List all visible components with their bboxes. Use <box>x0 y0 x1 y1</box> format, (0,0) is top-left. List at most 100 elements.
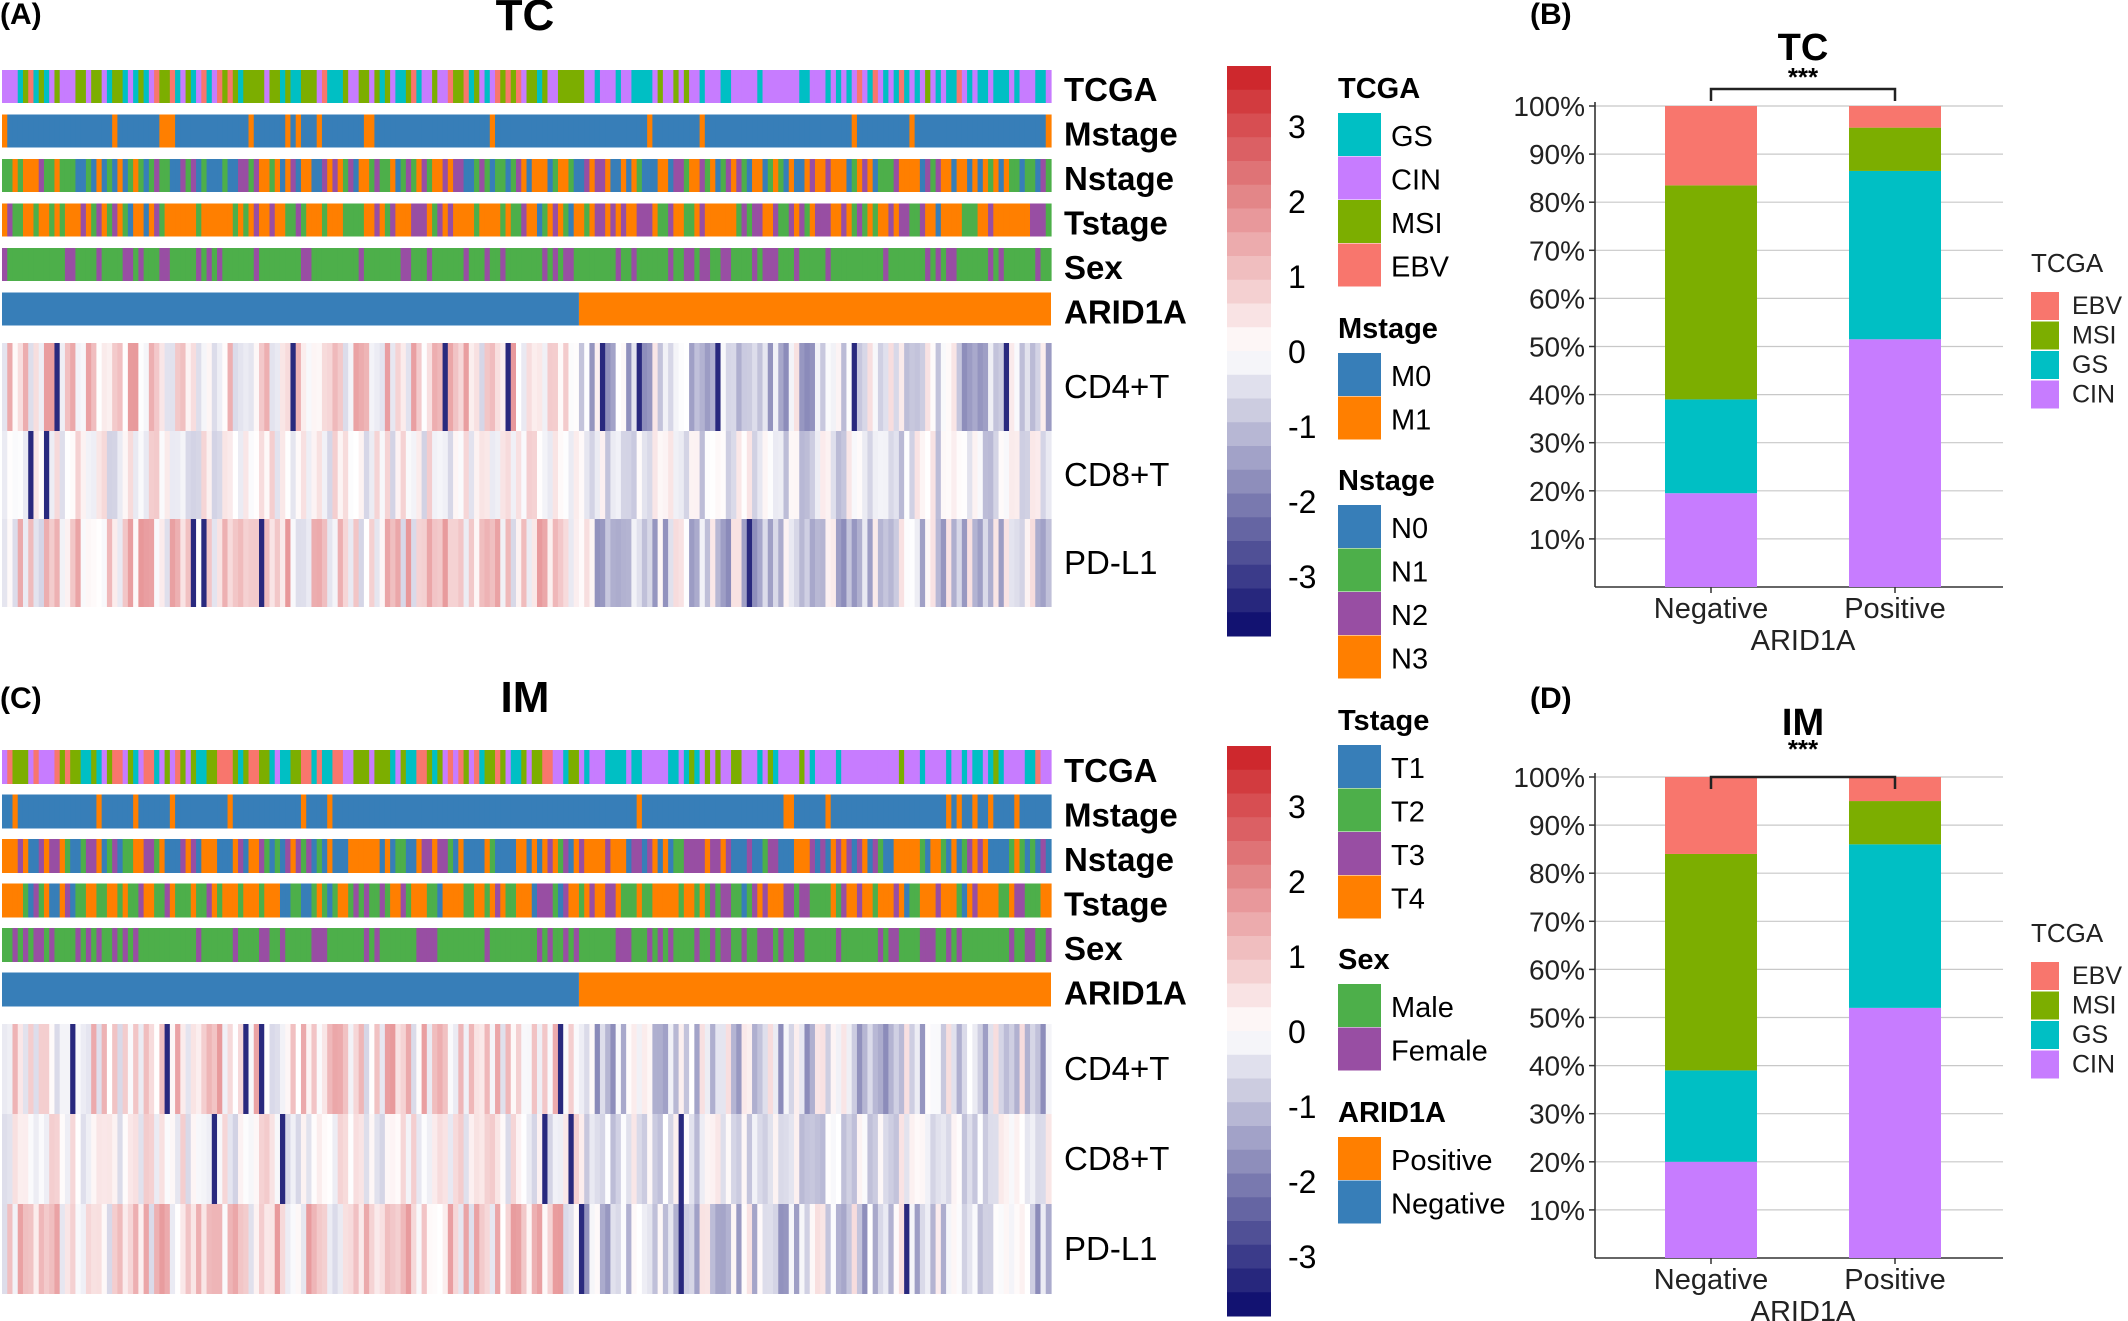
annotation-cell <box>238 114 244 148</box>
annotation-cell <box>7 70 14 103</box>
annotation-cell <box>620 248 627 281</box>
heatmap-cell <box>232 519 239 607</box>
heatmap-cell <box>1009 1114 1015 1204</box>
annotation-cell <box>877 794 884 829</box>
heatmap-cell <box>416 1114 423 1204</box>
heatmap-cell <box>547 519 554 607</box>
heatmap-cell <box>1030 1114 1036 1204</box>
annotation-cell <box>96 159 103 192</box>
annotation-cell <box>898 883 905 918</box>
heatmap-cell <box>463 343 470 431</box>
annotation-cell <box>253 248 260 281</box>
annotation-cell <box>773 248 779 281</box>
annotation-cell <box>185 839 192 873</box>
annotation-cell <box>143 248 150 281</box>
annotation-cell <box>925 883 931 918</box>
annotation-cell <box>720 203 727 237</box>
annotation-label: Mstage <box>1064 797 1178 834</box>
heatmap-cell <box>33 519 40 607</box>
annotation-cell <box>442 794 449 829</box>
heatmap-cell <box>143 431 150 519</box>
colorbar-step <box>1227 113 1271 138</box>
annotation-cell <box>946 750 952 784</box>
heatmap-cell <box>96 1024 103 1114</box>
heatmap-cell <box>175 1114 181 1204</box>
heatmap-cell <box>269 431 276 519</box>
heatmap-cell <box>715 1114 722 1204</box>
annotation-cell <box>180 70 187 103</box>
heatmap-cell <box>746 343 753 431</box>
heatmap-cell <box>731 519 737 607</box>
heatmap-cell <box>773 1204 779 1294</box>
annotation-cell <box>573 114 580 148</box>
annotation-cell <box>384 794 391 829</box>
annotation-cell <box>395 248 402 281</box>
annotation-cell <box>96 794 103 829</box>
heatmap-cell <box>626 1204 632 1294</box>
annotation-cell <box>1019 839 1026 873</box>
annotation-cell <box>316 928 323 962</box>
annotation-cell <box>1030 839 1036 873</box>
annotation-cell <box>578 114 585 148</box>
annotation-cell <box>1030 750 1036 784</box>
colorbar-step <box>1227 279 1271 304</box>
heatmap-cell <box>809 1114 816 1204</box>
heatmap-cell <box>573 1114 580 1204</box>
heatmap-cell <box>867 1024 874 1114</box>
y-tick-label: 20% <box>1529 1147 1585 1178</box>
annotation-cell <box>872 883 879 918</box>
annotation-cell <box>788 794 795 829</box>
heatmap-cell <box>536 1204 543 1294</box>
heatmap-cell <box>951 1204 958 1294</box>
heatmap-cell <box>615 343 622 431</box>
heatmap-cell <box>589 1204 596 1294</box>
heatmap-cell <box>106 1114 113 1204</box>
annotation-cell <box>568 70 575 103</box>
heatmap-cell <box>274 431 281 519</box>
bar-legend-title: TCGA <box>2031 918 2104 948</box>
annotation-cell <box>699 114 706 148</box>
heatmap-cell <box>1009 431 1015 519</box>
annotation-cell <box>793 248 800 281</box>
heatmap-cell <box>342 1114 349 1204</box>
annotation-cell <box>2 794 8 829</box>
heatmap-cell <box>961 1114 968 1204</box>
heatmap-cell <box>1035 1204 1042 1294</box>
heatmap-cell <box>725 1114 732 1204</box>
heatmap-cell <box>489 1024 496 1114</box>
heatmap-cell <box>961 1204 968 1294</box>
annotation-cell <box>568 159 575 192</box>
heatmap-cell <box>259 343 265 431</box>
annotation-cell <box>1035 794 1042 829</box>
annotation-cell <box>201 750 208 784</box>
y-tick-label: 30% <box>1529 428 1585 459</box>
annotation-cell <box>238 928 244 962</box>
annotation-cell <box>909 159 916 192</box>
annotation-cell <box>169 750 176 784</box>
annotation-cell <box>148 794 155 829</box>
heatmap-cell <box>940 1204 947 1294</box>
annotation-cell <box>536 248 543 281</box>
annotation-cell <box>49 794 56 829</box>
heatmap-cell <box>557 431 564 519</box>
heatmap-cell <box>589 431 596 519</box>
heatmap-cell <box>752 431 758 519</box>
annotation-cell <box>17 928 24 962</box>
annotation-cell <box>22 750 29 784</box>
annotation-cell <box>447 794 454 829</box>
annotation-cell <box>106 839 113 873</box>
annotation-cell <box>117 159 124 192</box>
annotation-cell <box>358 248 365 281</box>
heatmap-cell <box>940 1024 947 1114</box>
heatmap-cell <box>201 519 208 607</box>
heatmap-cell <box>505 519 512 607</box>
annotation-cell <box>762 794 769 829</box>
annotation-cell <box>295 203 302 237</box>
annotation-cell <box>101 883 108 918</box>
annotation-cell <box>484 203 491 237</box>
annotation-cell <box>2 114 8 148</box>
annotation-cell <box>12 883 19 918</box>
annotation-cell <box>85 750 92 784</box>
annotation-cell <box>982 114 989 148</box>
heatmap-cell <box>783 431 790 519</box>
